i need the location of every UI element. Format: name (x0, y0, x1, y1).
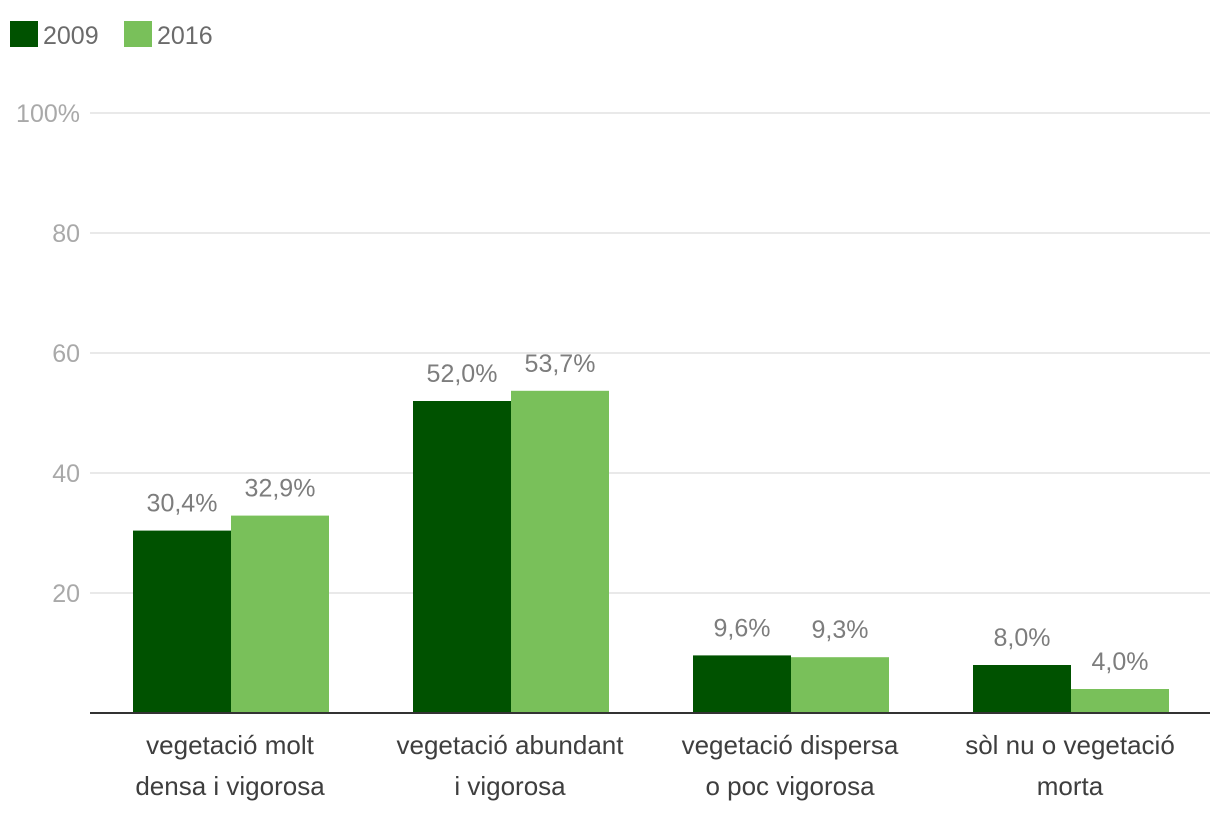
value-label-2009-1: 52,0% (427, 360, 498, 388)
y-tick-label-60: 60 (52, 340, 80, 368)
y-axis: 20 40 60 80 100% (16, 100, 80, 608)
value-label-2016-1: 53,7% (525, 350, 596, 378)
bar-2016-2 (791, 657, 889, 713)
value-label-2016-3: 4,0% (1092, 648, 1149, 676)
y-tick-label-40: 40 (52, 460, 80, 488)
bar-2009-2 (693, 655, 791, 713)
y-tick-label-20: 20 (52, 580, 80, 608)
value-label-2009-0: 30,4% (147, 490, 218, 518)
value-label-2016-2: 9,3% (812, 616, 869, 644)
bar-2016-3 (1071, 689, 1169, 713)
x-axis: vegetació molt densa i vigorosa vegetació … (90, 712, 1210, 801)
category-label-2: vegetació dispersa o poc vigorosa (682, 730, 899, 801)
category-label-3: sòl nu o vegetació morta (965, 730, 1175, 801)
bar-2009-3 (973, 665, 1071, 713)
category-label-0: vegetació molt densa i vigorosa (135, 730, 325, 801)
value-label-2016-0: 32,9% (245, 475, 316, 503)
grid (90, 112, 1210, 594)
bars (133, 390, 1169, 713)
y-tick-label-80: 80 (52, 220, 80, 248)
legend-swatch-2009 (10, 21, 38, 47)
y-tick-label-100: 100% (16, 100, 80, 128)
value-label-2009-2: 9,6% (714, 614, 771, 642)
bar-2009-0 (133, 530, 231, 713)
value-labels: 30,4% 32,9% 52,0% 53,7% 9,6% 9,3% 8,0% 4,0% (147, 350, 1149, 676)
bar-2016-0 (231, 515, 329, 713)
legend-label-2016: 2016 (157, 22, 213, 50)
legend-label-2009: 2009 (43, 22, 99, 50)
legend: 2009 2016 (10, 21, 213, 50)
legend-swatch-2016 (124, 21, 152, 47)
bar-2009-1 (413, 401, 511, 713)
bar-2016-1 (511, 390, 609, 713)
category-label-1: vegetació abundant i vigorosa (397, 730, 625, 801)
value-label-2009-3: 8,0% (994, 624, 1051, 652)
